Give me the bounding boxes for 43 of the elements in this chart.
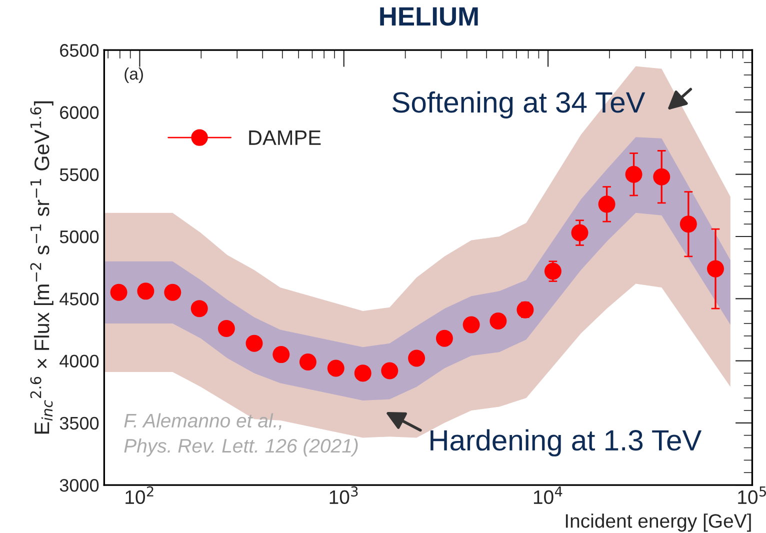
text: E$_{inc}$$^{2.6}$ × Flux [m$^{−2}$ s$^{−1}$ sr$^{−1}$ GeV$^{1.6}$] [30,101,54,434]
x-tick-label: 10$^{3}$ [330,486,358,504]
x-axis-title: Incident energy [GeV] [566,514,751,532]
annotation: F. Alemanno et al., Phys. Rev. Lett. 126 (2021) [124,413,358,457]
y-tick-label: 3500 [60,416,99,430]
point [218,320,235,337]
point [408,350,426,367]
point [299,354,316,371]
y-tick-label: 6500 [60,44,99,57]
point [625,166,642,183]
annotation: Softening at 34 TeV [392,91,646,118]
point [653,168,670,186]
point [327,360,344,377]
point [110,284,128,301]
point [516,301,534,318]
point [706,260,724,278]
point [436,330,453,347]
point [137,282,154,300]
point [571,224,588,242]
y-tick-label: 5000 [60,230,99,244]
y-tick-label: 3000 [60,478,99,492]
point [354,364,372,382]
y-tick-label: 6000 [60,106,99,119]
annotation: (a) [124,68,143,84]
point [490,312,507,330]
point [544,262,562,280]
chart-title: HELIUM [380,7,478,26]
point [190,300,208,318]
y-tick-label: 4000 [60,354,99,368]
point [598,196,616,213]
point [272,346,290,364]
y-tick-label: 4500 [60,292,99,306]
point [381,362,398,380]
x-tick-label: 10$^{5}$ [738,486,766,504]
point [246,334,263,352]
x-tick-label: 10$^{2}$ [126,486,154,504]
y-tick-label: 5500 [60,168,99,182]
point [164,284,182,301]
x-tick-label: 10$^{4}$ [534,486,562,504]
legend-label: DAMPE [249,130,321,145]
point [680,216,697,233]
point [462,316,480,334]
annotation: Hardening at 1.3 TeV [430,429,702,456]
